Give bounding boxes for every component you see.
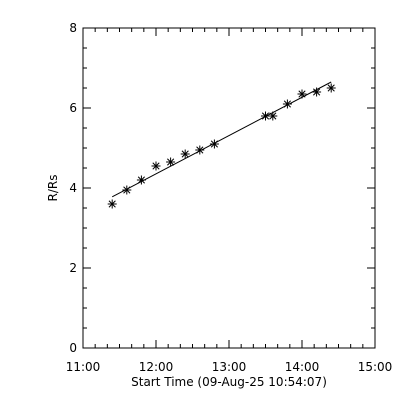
data-point	[166, 157, 176, 167]
y-tick-label: 6	[69, 101, 77, 115]
y-tick-label: 2	[69, 261, 77, 275]
y-tick-label: 0	[69, 341, 77, 355]
data-point	[282, 99, 292, 109]
x-tick-label: 13:00	[212, 360, 247, 374]
data-point	[136, 175, 146, 185]
x-axis-title: Start Time (09-Aug-25 10:54:07)	[131, 375, 327, 389]
x-axis-ticks	[82, 28, 376, 348]
x-tick-label: 15:00	[358, 360, 393, 374]
data-point	[195, 145, 205, 155]
data-point	[312, 87, 322, 97]
x-tick-label: 12:00	[139, 360, 174, 374]
y-tick-label: 4	[69, 181, 77, 195]
x-tick-label: 11:00	[66, 360, 101, 374]
data-points	[107, 83, 336, 209]
data-point	[180, 149, 190, 159]
fit-line	[111, 81, 332, 198]
y-axis-title: R/Rs	[46, 175, 60, 202]
x-axis-tick-labels: 11:00 12:00 13:00 14:00 15:00	[66, 360, 393, 374]
y-axis-tick-labels: 0 2 4 6 8	[69, 21, 77, 355]
x-tick-label: 14:00	[285, 360, 320, 374]
data-point	[209, 139, 219, 149]
data-point	[268, 111, 278, 121]
y-tick-label: 8	[69, 21, 77, 35]
data-point	[107, 199, 117, 209]
data-point	[297, 89, 307, 99]
data-point	[151, 161, 161, 171]
data-point	[326, 83, 336, 93]
y-axis-ticks	[83, 27, 375, 349]
data-point	[122, 185, 132, 195]
